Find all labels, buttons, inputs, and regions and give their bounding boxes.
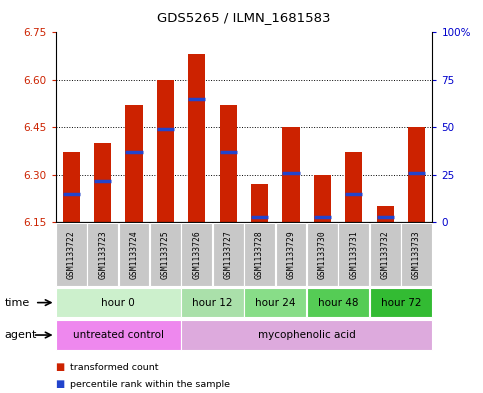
Text: hour 12: hour 12 [192, 298, 233, 308]
Text: time: time [5, 298, 30, 308]
Bar [307, 288, 369, 317]
Bar [345, 152, 362, 222]
Text: hour 72: hour 72 [381, 298, 421, 308]
Text: percentile rank within the sample: percentile rank within the sample [70, 380, 230, 389]
Text: hour 24: hour 24 [255, 298, 296, 308]
Bar [314, 174, 331, 222]
Text: GSM1133725: GSM1133725 [161, 230, 170, 279]
Bar [56, 320, 181, 350]
Text: GDS5265 / ILMN_1681583: GDS5265 / ILMN_1681583 [157, 11, 331, 24]
Bar [157, 80, 174, 222]
Text: GSM1133724: GSM1133724 [129, 230, 139, 279]
Bar [150, 223, 181, 286]
Bar [119, 223, 149, 286]
Text: GSM1133722: GSM1133722 [67, 230, 76, 279]
Bar [182, 288, 243, 317]
Bar [63, 152, 80, 222]
Text: GSM1133729: GSM1133729 [286, 230, 296, 279]
Text: untreated control: untreated control [73, 330, 164, 340]
Bar [370, 288, 432, 317]
Text: GSM1133726: GSM1133726 [192, 230, 201, 279]
Text: GSM1133731: GSM1133731 [349, 230, 358, 279]
Text: GSM1133728: GSM1133728 [255, 230, 264, 279]
Bar [220, 105, 237, 222]
Bar [244, 223, 275, 286]
Text: transformed count: transformed count [70, 363, 158, 372]
Bar [87, 223, 118, 286]
Bar [56, 288, 181, 317]
Bar [126, 105, 142, 222]
Bar [188, 54, 205, 222]
Bar [251, 184, 268, 222]
Bar [213, 223, 243, 286]
Text: GSM1133730: GSM1133730 [318, 230, 327, 279]
Bar [56, 223, 86, 286]
Text: GSM1133723: GSM1133723 [98, 230, 107, 279]
Bar [283, 127, 299, 222]
Bar [182, 223, 212, 286]
Text: GSM1133732: GSM1133732 [381, 230, 390, 279]
Text: hour 48: hour 48 [318, 298, 358, 308]
Text: mycophenolic acid: mycophenolic acid [258, 330, 355, 340]
Bar [182, 320, 432, 350]
Text: agent: agent [5, 330, 37, 340]
Text: GSM1133727: GSM1133727 [224, 230, 233, 279]
Bar [339, 223, 369, 286]
Text: hour 0: hour 0 [101, 298, 135, 308]
Bar [408, 127, 425, 222]
Bar [370, 223, 400, 286]
Text: GSM1133733: GSM1133733 [412, 230, 421, 279]
Bar [94, 143, 111, 222]
Bar [377, 206, 394, 222]
Text: ■: ■ [56, 379, 65, 389]
Text: ■: ■ [56, 362, 65, 373]
Bar [276, 223, 306, 286]
Bar [244, 288, 306, 317]
Bar [401, 223, 432, 286]
Bar [307, 223, 338, 286]
